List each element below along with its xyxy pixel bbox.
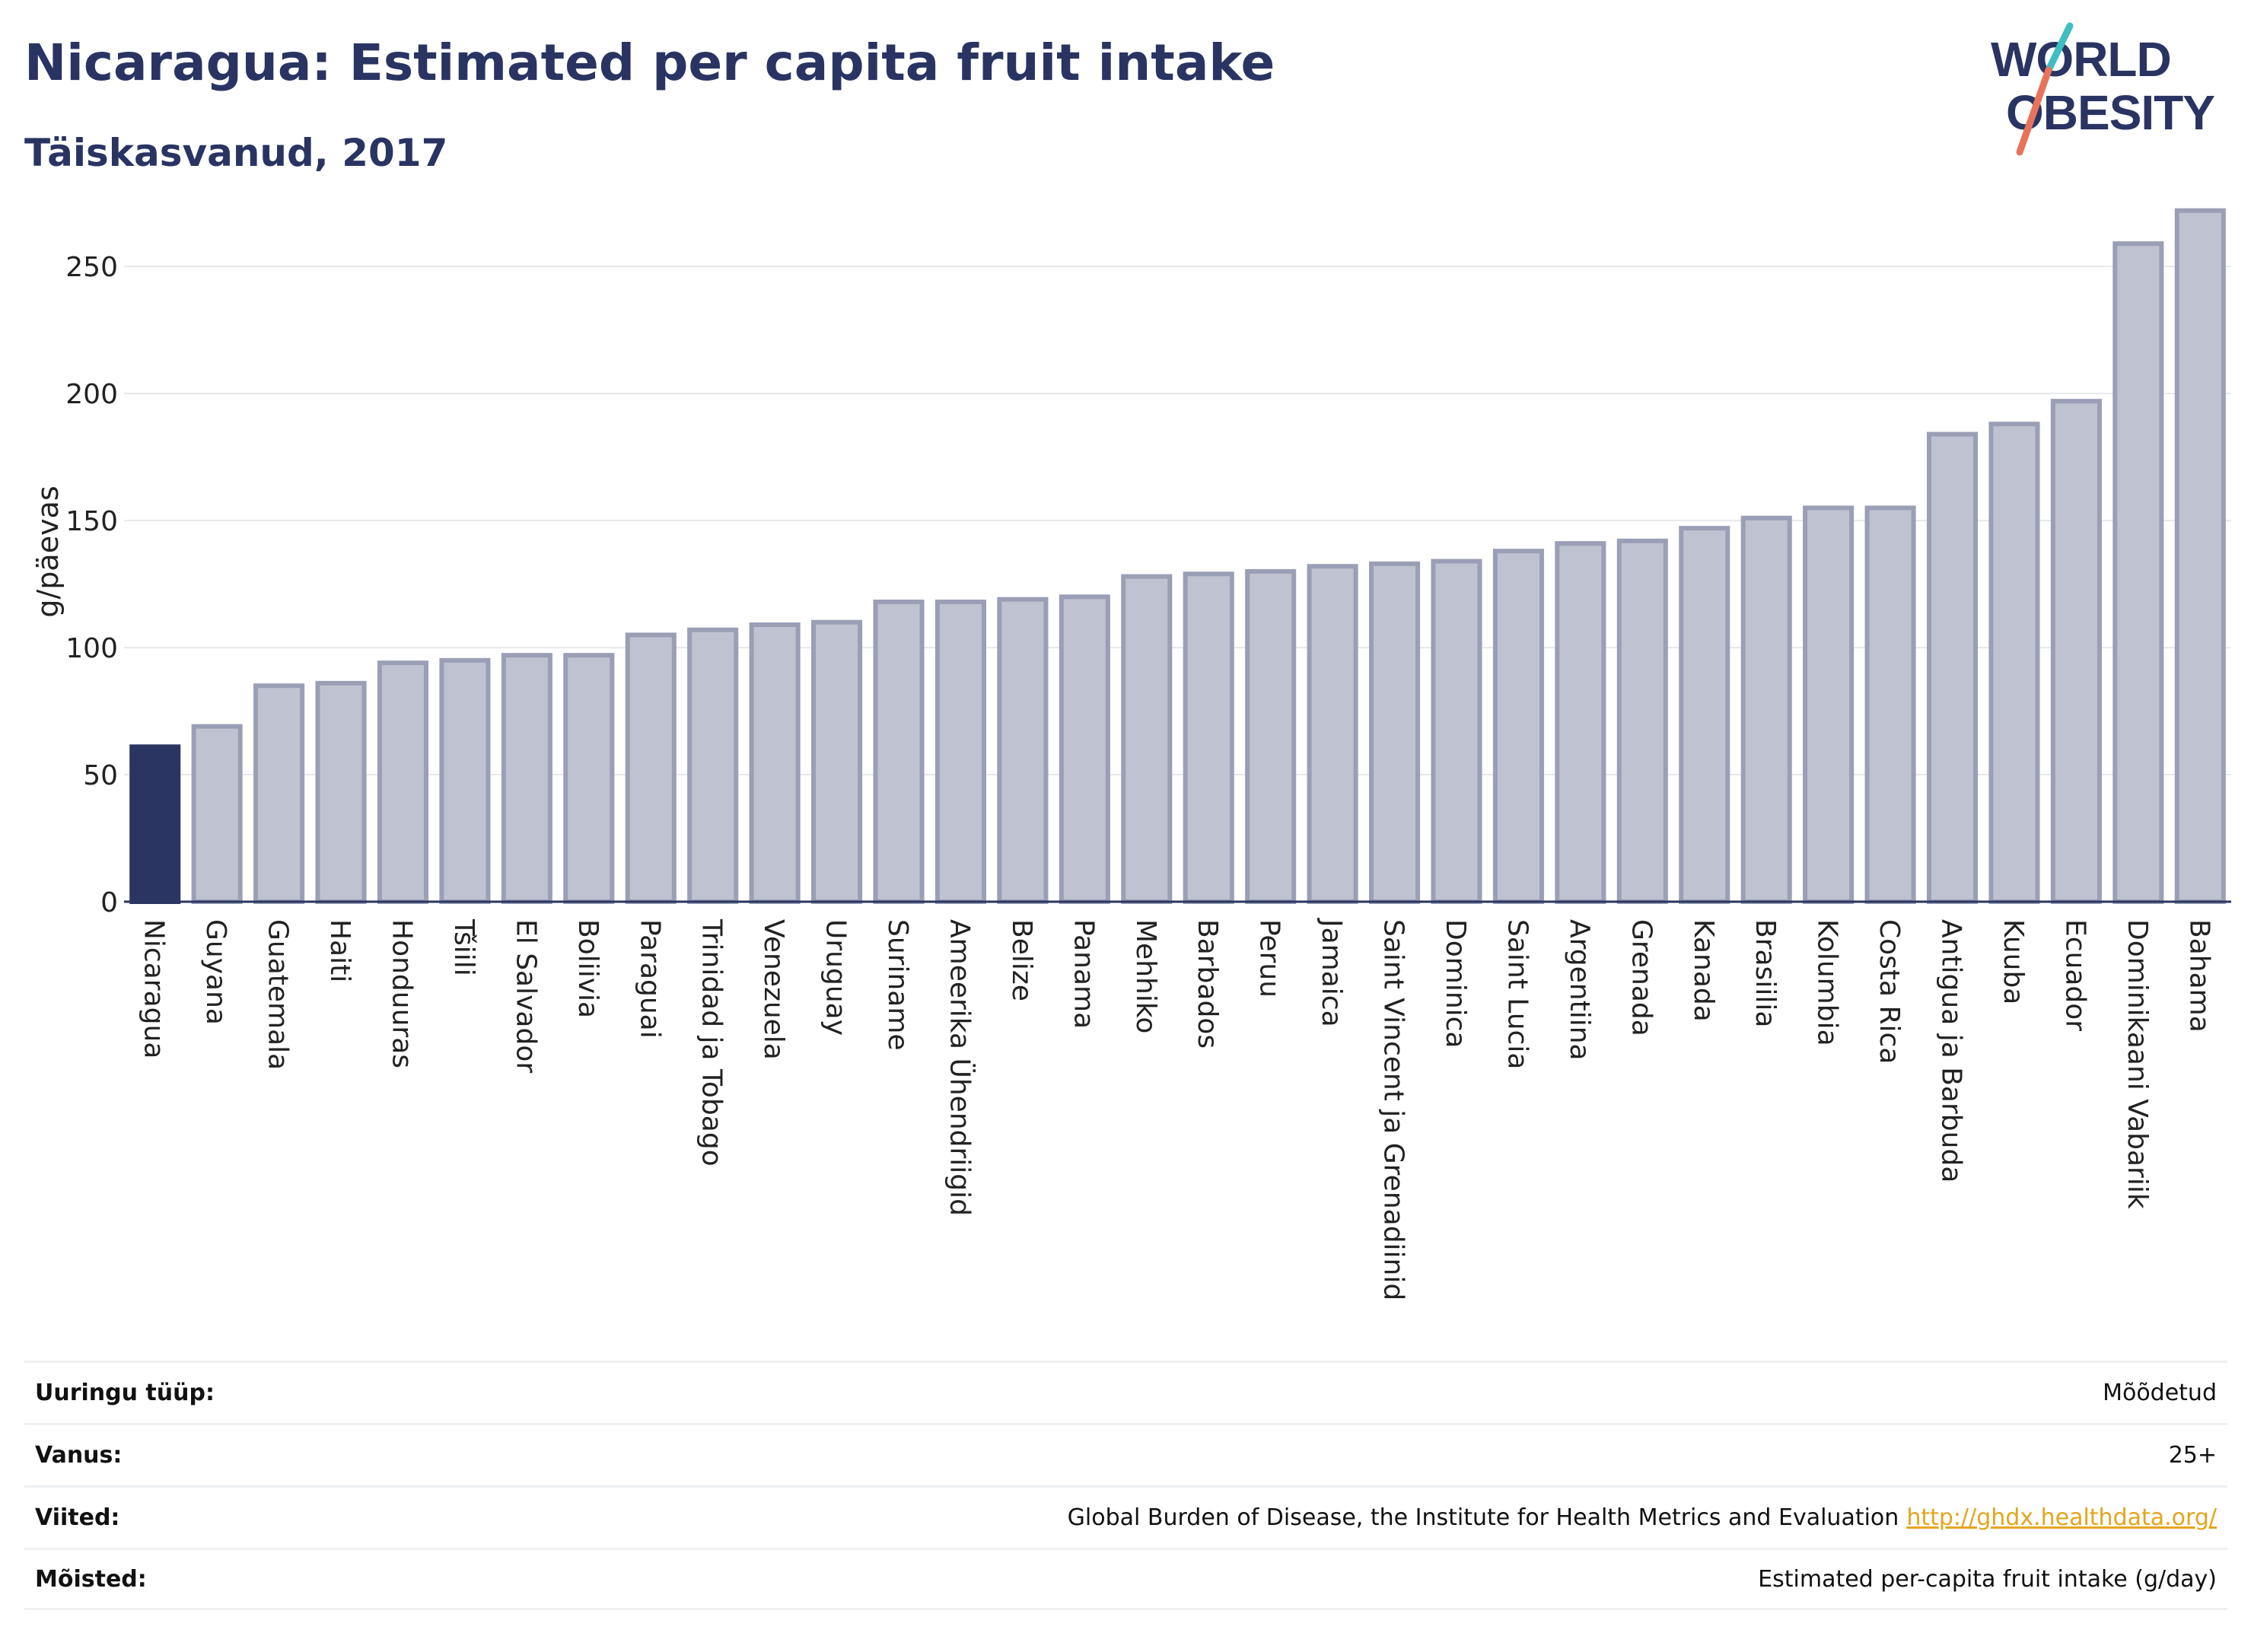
bar (501, 653, 552, 904)
reference-text: Global Burden of Disease, the Institute … (1067, 1504, 1899, 1531)
bar (1059, 594, 1110, 904)
bar (625, 632, 677, 904)
x-tick-label: Suriname (882, 919, 913, 1051)
x-tick-label: Saint Vincent ja Grenadiinid (1378, 919, 1409, 1300)
x-tick-label: Guyana (200, 919, 231, 1025)
bar (129, 744, 181, 905)
bar (1245, 568, 1297, 905)
x-tick-label: Trinidad ja Tobago (696, 918, 728, 1167)
x-tick-label: Paraguai (634, 919, 665, 1039)
x-tick-label: Honduuras (386, 919, 417, 1068)
y-axis-label: g/päevas (31, 485, 65, 617)
bar (1121, 574, 1173, 904)
meta-label: Mõisted: (35, 1565, 147, 1593)
metadata-table: Uuringu tüüp: Mõõdetud Vanus: 25+ Viited… (24, 1361, 2227, 1610)
x-tick-label: Saint Lucia (1501, 919, 1533, 1069)
x-tick-label: Dominica (1440, 919, 1471, 1049)
axis-layer: 0 50 100 150 200 250 Nicaragua Guyana Guatemala H… (65, 252, 2231, 1300)
bar (1183, 571, 1234, 904)
bars-layer (129, 208, 2226, 905)
bar (1988, 422, 2040, 904)
bar (1926, 431, 1979, 904)
x-tick-label: Argentiina (1564, 919, 1595, 1061)
bar (1307, 564, 1358, 904)
x-tick-label: Kuuba (1998, 919, 2029, 1004)
x-tick-label: Barbados (1192, 919, 1223, 1049)
meta-row-survey-type: Uuringu tüüp: Mõõdetud (24, 1361, 2227, 1423)
y-tick-label: 0 (100, 887, 118, 918)
logo-slash-red (2016, 66, 2052, 156)
x-tick-label: Antigua ja Barbuda (1936, 919, 1967, 1183)
reference-link[interactable]: http://ghdx.healthdata.org/ (1906, 1504, 2217, 1531)
page-title: Nicaragua: Estimated per capita fruit in… (24, 33, 1275, 92)
bar (1369, 561, 1421, 904)
bar (1431, 559, 1482, 904)
bar (1864, 505, 1916, 904)
x-tick-label: Guatemala (263, 919, 294, 1070)
logo-line1: WORLD (1991, 32, 2171, 87)
meta-label: Vanus: (35, 1442, 123, 1469)
meta-label: Uuringu tüüp: (35, 1380, 215, 1406)
bar (934, 599, 986, 904)
x-tick-label: Panama (1068, 919, 1099, 1029)
x-tick-label: Dominikaani Vabariik (2122, 919, 2153, 1209)
bar (439, 657, 491, 905)
x-tick-label: Venezuela (758, 919, 789, 1060)
y-tick-label: 200 (65, 379, 118, 410)
bar (377, 660, 429, 904)
x-tick-label: Mehhiko (1130, 919, 1161, 1033)
meta-value: Estimated per-capita fruit intake (g/day… (1758, 1565, 2217, 1593)
bar (563, 653, 615, 904)
x-tick-label: Uruguay (820, 919, 852, 1036)
x-tick-label: Kanada (1688, 919, 1719, 1022)
x-tick-label: Grenada (1625, 919, 1657, 1036)
logo-slash-teal (2045, 22, 2074, 74)
x-tick-label: Boliivia (572, 919, 603, 1018)
x-tick-label: Haiti (324, 919, 355, 982)
meta-row-definitions: Mõisted: Estimated per-capita fruit inta… (24, 1548, 2227, 1610)
x-tick-label: Tšiili (448, 918, 479, 976)
world-obesity-logo: WORLD OBESITY (1991, 22, 2215, 156)
y-tick-label: 50 (83, 760, 118, 791)
bar (1679, 526, 1730, 904)
x-tick-label: Kolumbia (1812, 919, 1843, 1046)
x-tick-label: Bahama (2183, 919, 2214, 1033)
page-subtitle: Täiskasvanud, 2017 (24, 131, 448, 175)
x-tick-label: Belize (1006, 919, 1037, 1001)
bar (2174, 208, 2226, 904)
meta-value: 25+ (2168, 1442, 2217, 1469)
bar (315, 680, 367, 904)
bar (873, 599, 925, 904)
bar (2050, 399, 2102, 904)
bar (811, 619, 863, 905)
bar (2113, 241, 2164, 904)
x-tick-label: Costa Rica (1874, 919, 1905, 1064)
meta-row-age: Vanus: 25+ (24, 1423, 2227, 1485)
bar (997, 597, 1049, 904)
x-tick-label: Peruu (1254, 919, 1285, 998)
x-tick-label: Nicaragua (138, 919, 170, 1058)
meta-label: Viited: (35, 1504, 120, 1531)
y-tick-label: 250 (65, 252, 118, 283)
bar (687, 627, 739, 904)
bar (1740, 515, 1792, 905)
x-tick-label: Ecuador (2059, 919, 2090, 1031)
bar (1616, 538, 1668, 904)
x-tick-label: Brasiilia (1750, 919, 1781, 1027)
meta-value-references: Global Burden of Disease, the Institute … (1068, 1504, 2217, 1531)
y-tick-label: 100 (65, 633, 118, 664)
x-tick-label: El Salvador (510, 919, 541, 1073)
bar (253, 683, 305, 904)
bar (191, 724, 243, 905)
meta-row-references: Viited: Global Burden of Disease, the In… (24, 1485, 2227, 1548)
x-tick-label: Ameerika Ühendriigid (944, 919, 976, 1216)
bar (1555, 541, 1606, 904)
bar (749, 622, 801, 905)
bar (1492, 549, 1544, 905)
bar-chart: 0 50 100 150 200 250 Nicaragua Guyana Guatemala H… (31, 208, 2231, 1300)
x-tick-label: Jamaica (1316, 918, 1347, 1027)
meta-value: Mõõdetud (2103, 1380, 2217, 1406)
y-tick-label: 150 (65, 506, 118, 537)
bar (1803, 505, 1855, 904)
